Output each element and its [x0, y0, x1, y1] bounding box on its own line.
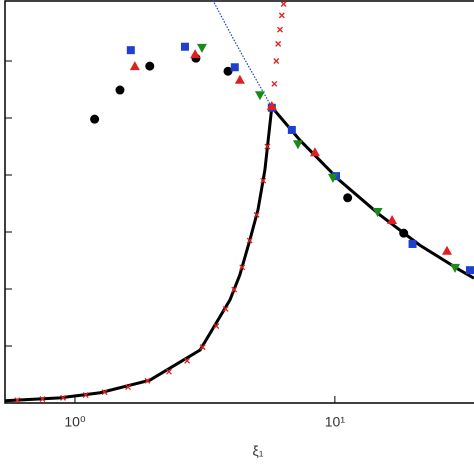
- point: [253, 211, 260, 218]
- point: [82, 392, 89, 398]
- point: [222, 305, 229, 312]
- point: [260, 177, 267, 184]
- plot-frame: [4, 0, 474, 404]
- point: [101, 389, 108, 396]
- point: [275, 40, 282, 47]
- point: [145, 61, 155, 71]
- point: [287, 125, 296, 134]
- point: [246, 237, 253, 244]
- point: [190, 49, 201, 59]
- point: [60, 394, 67, 401]
- point: [266, 101, 277, 111]
- point: [280, 1, 287, 7]
- dotted-curve: [212, 0, 273, 108]
- point: [129, 61, 140, 71]
- point: [465, 266, 474, 275]
- point: [125, 384, 131, 390]
- point: [115, 85, 125, 95]
- point: [273, 58, 280, 64]
- x-axis-label: ξ₁: [253, 443, 264, 459]
- curve: [4, 103, 474, 403]
- point: [239, 264, 246, 271]
- point: [408, 239, 417, 248]
- point: [39, 396, 46, 402]
- point: [277, 26, 283, 33]
- point: [231, 286, 238, 293]
- point: [387, 215, 398, 225]
- point: [234, 74, 245, 84]
- point: [372, 208, 383, 218]
- point: [441, 245, 452, 255]
- point: [271, 80, 278, 87]
- point: [196, 43, 207, 53]
- point: [254, 91, 265, 101]
- point: [144, 377, 151, 384]
- point: [399, 228, 409, 238]
- x-tick-label: 10⁰: [64, 414, 86, 430]
- point: [278, 12, 285, 19]
- point: [126, 46, 135, 55]
- point: [166, 368, 172, 375]
- point: [309, 147, 320, 157]
- point: [180, 42, 189, 51]
- point: [90, 114, 100, 124]
- point: [327, 173, 338, 183]
- point: [264, 143, 271, 150]
- point: [14, 397, 21, 404]
- point: [292, 140, 303, 150]
- point: [199, 344, 206, 351]
- point: [343, 193, 353, 203]
- x-tick-label: 10¹: [325, 414, 346, 430]
- point: [223, 66, 233, 76]
- point: [450, 263, 461, 273]
- point: [230, 63, 239, 72]
- point: [213, 323, 220, 330]
- point: [184, 357, 191, 364]
